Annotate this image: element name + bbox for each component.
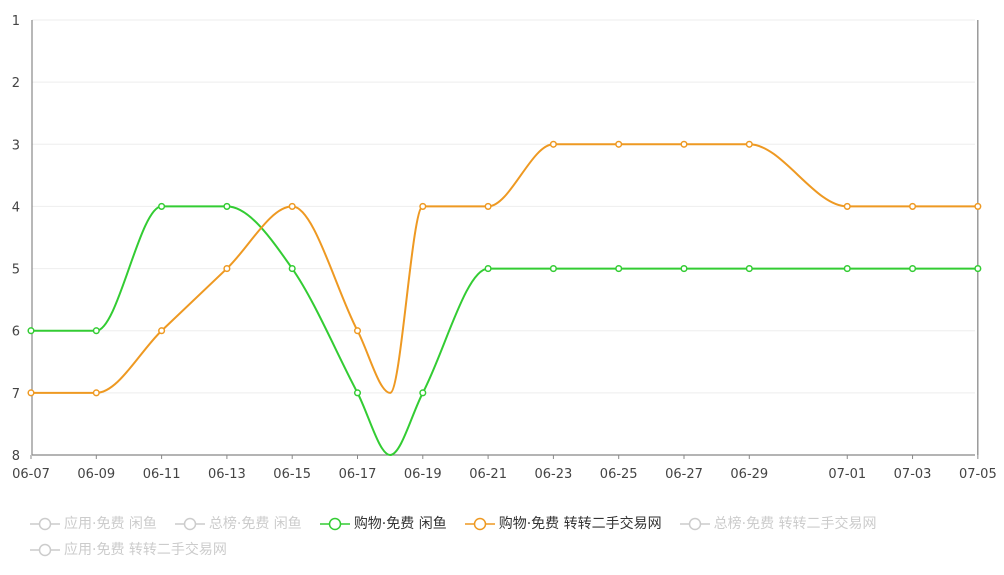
data-point[interactable] — [353, 327, 362, 335]
x-tick-label: 06-07 — [12, 467, 50, 482]
legend-label: 购物·免费 转转二手交易网 — [498, 516, 662, 532]
data-point[interactable] — [843, 265, 851, 273]
data-point[interactable] — [745, 140, 753, 148]
data-point[interactable] — [745, 265, 753, 273]
legend-item[interactable]: 应用·免费 转转二手交易网 — [30, 541, 227, 559]
series-group — [27, 140, 982, 457]
legend-label: 应用·免费 转转二手交易网 — [64, 542, 227, 558]
series-line — [31, 143, 978, 394]
legend-item[interactable]: 购物·免费 转转二手交易网 — [464, 515, 662, 533]
x-tick-label: 06-29 — [730, 467, 768, 482]
data-point[interactable] — [288, 202, 296, 210]
data-point[interactable] — [288, 265, 296, 273]
y-tick-label: 2 — [12, 76, 20, 91]
data-point[interactable] — [27, 389, 35, 397]
legend-line-icon — [30, 543, 60, 557]
legend-line-icon — [30, 517, 60, 531]
data-point[interactable] — [680, 140, 688, 148]
y-tick-label: 3 — [12, 138, 20, 153]
legend-item[interactable]: 总榜·免费 闲鱼 — [174, 515, 302, 533]
series-1 — [27, 140, 982, 397]
series-0 — [27, 202, 982, 457]
y-tick-label: 7 — [12, 387, 20, 402]
data-point[interactable] — [549, 140, 557, 148]
legend-line-icon — [679, 517, 710, 531]
legend-item[interactable]: 应用·免费 闲鱼 — [30, 515, 157, 533]
data-point[interactable] — [615, 140, 623, 148]
data-point[interactable] — [223, 202, 231, 210]
x-tick-label: 06-11 — [143, 467, 181, 482]
data-point[interactable] — [484, 202, 492, 210]
data-point[interactable] — [549, 265, 557, 273]
legend-label: 应用·免费 闲鱼 — [64, 516, 157, 532]
data-point[interactable] — [419, 389, 427, 397]
y-tick-label: 8 — [12, 449, 20, 464]
x-tick-label: 07-05 — [959, 467, 997, 482]
data-point[interactable] — [484, 265, 492, 273]
y-tick-label: 1 — [12, 14, 20, 29]
data-point[interactable] — [909, 202, 917, 210]
x-tick-label: 06-09 — [77, 467, 115, 482]
data-point[interactable] — [158, 202, 166, 210]
x-tick-label: 06-15 — [273, 467, 311, 482]
data-point[interactable] — [843, 202, 851, 210]
y-tick-label: 4 — [12, 200, 20, 215]
legend-label: 总榜·免费 闲鱼 — [208, 516, 302, 532]
data-point[interactable] — [909, 265, 917, 273]
data-point[interactable] — [615, 265, 623, 273]
x-tick-label: 06-19 — [404, 467, 442, 482]
legend-label: 总榜·免费 转转二手交易网 — [713, 516, 877, 532]
legend-line-icon — [319, 517, 350, 531]
y-axis-labels: 1 2 3 4 5 6 7 8 — [12, 14, 20, 464]
x-tick-label: 06-17 — [339, 467, 377, 482]
legend-item[interactable]: 总榜·免费 转转二手交易网 — [679, 515, 877, 533]
data-point[interactable] — [680, 265, 688, 273]
data-point[interactable] — [974, 265, 982, 273]
data-point[interactable] — [92, 327, 100, 335]
axes — [31, 20, 975, 456]
data-point[interactable] — [223, 265, 231, 273]
data-point[interactable] — [974, 202, 982, 210]
data-point[interactable] — [92, 389, 100, 397]
x-tick-label: 07-03 — [894, 467, 932, 482]
legend-label: 购物·免费 闲鱼 — [353, 516, 447, 532]
x-tick-label: 06-27 — [665, 467, 703, 482]
legend-item[interactable]: 购物·免费 闲鱼 — [319, 515, 447, 533]
data-point[interactable] — [27, 327, 35, 335]
legend-line-icon — [174, 517, 205, 531]
data-point[interactable] — [353, 389, 362, 397]
data-point[interactable] — [419, 202, 427, 210]
series-line — [31, 205, 978, 457]
y-tick-label: 5 — [12, 263, 20, 278]
legend-line-icon — [464, 517, 495, 531]
x-tick-label: 07-01 — [828, 467, 866, 482]
x-tick-label: 06-13 — [208, 467, 246, 482]
data-point[interactable] — [158, 327, 166, 335]
x-axis-labels: 06-07 06-09 06-11 06-13 06-15 06-17 06-19 06-21… — [12, 455, 997, 482]
x-tick-label: 06-23 — [535, 467, 573, 482]
x-tick-label: 06-25 — [600, 467, 638, 482]
y-tick-label: 6 — [12, 325, 20, 340]
x-tick-label: 06-21 — [469, 467, 507, 482]
legend: 应用·免费 闲鱼 总榜·免费 闲鱼 购物·免费 闲鱼 购物·免费 转转二手交易网 总榜·… — [30, 515, 1000, 559]
